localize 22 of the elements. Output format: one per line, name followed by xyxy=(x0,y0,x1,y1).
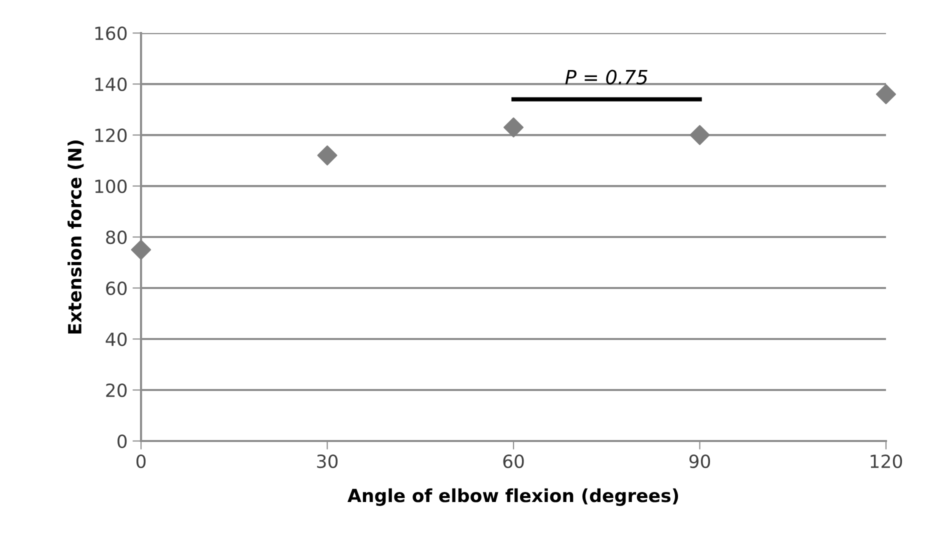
y-tick-label: 160 xyxy=(95,26,127,40)
annotation: P = 0.75 xyxy=(565,70,648,84)
y-tick-label: 60 xyxy=(106,281,127,296)
y-axis-title: Extension force (N) xyxy=(68,140,84,334)
y-tick-label: 0 xyxy=(118,434,127,448)
point xyxy=(876,84,896,104)
y-tick-label: 100 xyxy=(95,179,127,194)
point xyxy=(504,117,524,138)
x-axis-title: Angle of elbow flexion (degrees) xyxy=(348,488,678,506)
point xyxy=(690,125,710,146)
x-tick-label: 30 xyxy=(317,454,338,468)
point xyxy=(131,240,152,260)
y-tick-label: 140 xyxy=(95,77,127,92)
y-tick-label: 40 xyxy=(106,332,127,346)
y-tick-label: 20 xyxy=(106,383,127,398)
x-tick-label: 0 xyxy=(136,454,146,468)
y-tick-label: 80 xyxy=(106,230,127,244)
point xyxy=(317,145,338,166)
x-tick-label: 60 xyxy=(503,454,524,468)
y-tick-label: 120 xyxy=(95,128,127,142)
x-tick-label: 120 xyxy=(870,454,902,468)
x-tick-label: 90 xyxy=(689,454,710,468)
